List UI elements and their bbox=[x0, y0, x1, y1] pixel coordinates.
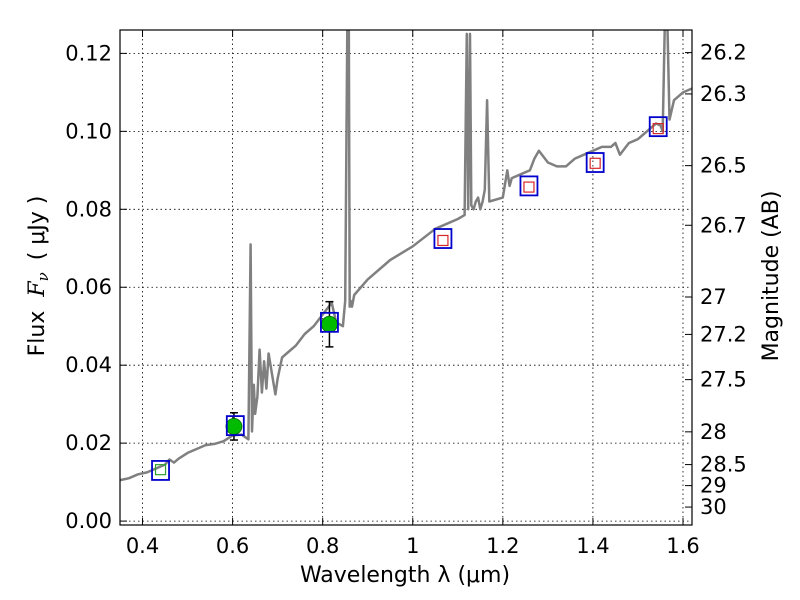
grid bbox=[120, 30, 692, 525]
model-point bbox=[652, 123, 664, 135]
y2-tick-label: 28 bbox=[700, 420, 727, 444]
photometry-box bbox=[585, 152, 605, 173]
y-tick-label: 0.00 bbox=[65, 509, 112, 533]
series-layer bbox=[120, 30, 692, 482]
x-tick-label: 0.6 bbox=[216, 534, 249, 558]
x-tick-label: 0.4 bbox=[126, 534, 159, 558]
y-tick-label: 0.08 bbox=[65, 197, 112, 221]
model-point bbox=[437, 234, 449, 247]
x-axis-label: Wavelength λ (μm) bbox=[300, 563, 510, 588]
y-tick-label: 0.06 bbox=[65, 275, 112, 299]
measurement-point bbox=[225, 417, 243, 435]
y2-tick-label: 28.5 bbox=[700, 453, 747, 477]
y2-tick-label: 27.5 bbox=[700, 368, 747, 392]
x-tick-label: 1.6 bbox=[666, 534, 699, 558]
photometry-box bbox=[225, 415, 245, 437]
photometry-box bbox=[151, 460, 170, 481]
y2-tick-label: 29 bbox=[700, 474, 727, 498]
x-tick-label: 1.2 bbox=[486, 534, 519, 558]
measurement-point bbox=[321, 315, 338, 333]
photometry-box bbox=[433, 228, 453, 249]
photometry-box bbox=[648, 116, 668, 138]
y2-tick-label: 27 bbox=[700, 285, 727, 309]
y-axis-label: FluxFν( μJy ) bbox=[25, 196, 52, 357]
plot-frame bbox=[119, 29, 693, 526]
y2-tick-label: 27.2 bbox=[700, 322, 747, 346]
y2-tick-label: 26.5 bbox=[700, 154, 747, 178]
photometry-box bbox=[519, 175, 539, 197]
x-tick-label: 1.4 bbox=[576, 534, 609, 558]
x-tick-label: 0.8 bbox=[306, 534, 339, 558]
y-tick-label: 0.12 bbox=[65, 41, 112, 65]
y2-tick-label: 26.2 bbox=[700, 41, 747, 65]
model-point bbox=[154, 464, 167, 476]
x-axis: 0.4 0.6 0.8 1 1.2 1.4 1.6 bbox=[126, 30, 700, 558]
markers-layer bbox=[151, 116, 668, 481]
y-tick-label: 0.04 bbox=[65, 353, 112, 377]
model-point bbox=[589, 157, 601, 169]
spectrum-line bbox=[120, 30, 692, 482]
y2-tick-label: 30 bbox=[700, 495, 727, 519]
y-tick-label: 0.10 bbox=[65, 119, 112, 143]
y2-tick-label: 26.3 bbox=[700, 82, 747, 106]
model-point bbox=[523, 181, 535, 193]
y2-axis-label: Magnitude (AB) bbox=[759, 191, 784, 362]
photometry-box bbox=[320, 311, 339, 333]
y2-tick-label: 26.7 bbox=[700, 213, 747, 237]
y-tick-label: 0.02 bbox=[65, 431, 112, 455]
y-axis: 0.00 0.02 0.04 0.06 0.08 0.10 0.12 bbox=[65, 41, 127, 533]
x-tick-label: 1 bbox=[406, 534, 419, 558]
